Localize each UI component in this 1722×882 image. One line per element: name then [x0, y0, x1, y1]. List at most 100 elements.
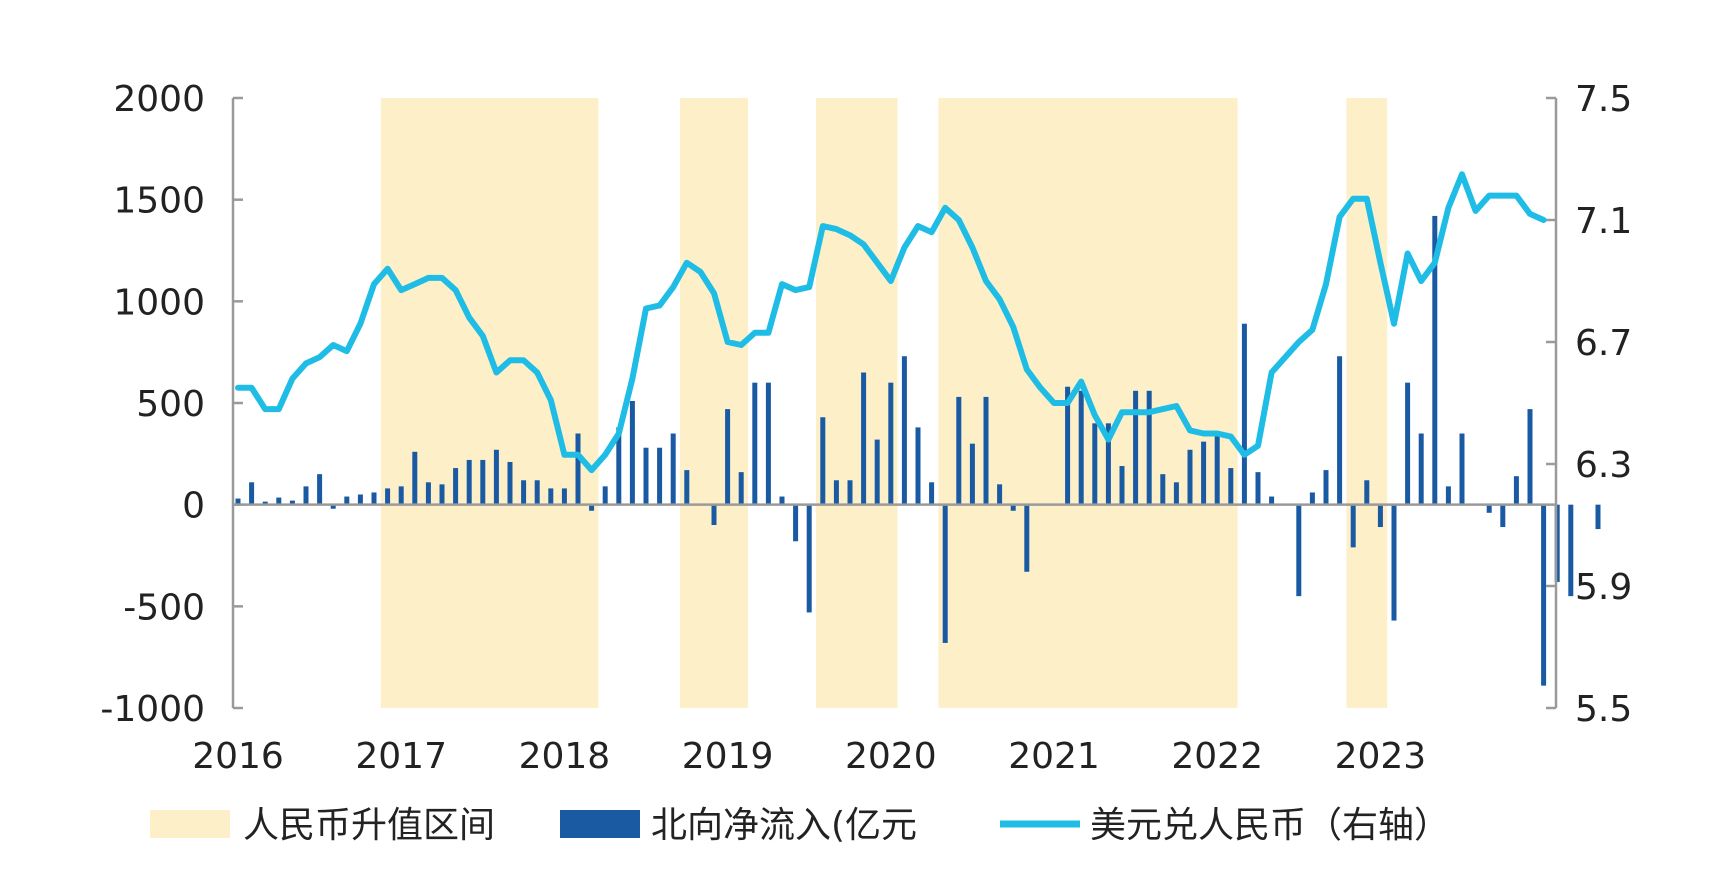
legend-band-label: 人民币升值区间 — [243, 805, 495, 846]
inflow-bar — [575, 433, 581, 505]
appreciation-band-1 — [680, 98, 748, 708]
right-tick-label: 6.3 — [1575, 445, 1632, 486]
inflow-bar — [629, 400, 635, 505]
inflow-bar — [1241, 323, 1247, 505]
inflow-bar — [1092, 423, 1098, 505]
usd-cny-line — [235, 171, 1547, 474]
inflow-bar — [752, 382, 758, 505]
inflow-bar — [289, 500, 295, 505]
x-tick-label: 2023 — [1335, 736, 1427, 777]
inflow-bar — [466, 459, 472, 505]
inflow-bar — [806, 504, 812, 613]
inflow-bar — [262, 501, 268, 505]
right-axis-ticks: 7.5 7.1 6.7 6.3 5.9 5.5 — [1546, 79, 1632, 730]
right-tick-label: 5.9 — [1575, 567, 1632, 608]
inflow-bar — [929, 482, 935, 505]
inflow-bar — [942, 504, 948, 643]
appreciation-band-2 — [816, 98, 898, 708]
legend-line-label: 美元兑人民币（右轴） — [1090, 805, 1450, 846]
legend-band-swatch — [150, 810, 230, 838]
right-tick-label: 7.5 — [1575, 79, 1632, 120]
inflow-bar — [1527, 409, 1533, 505]
right-tick-label: 6.7 — [1575, 323, 1632, 364]
inflow-bar — [249, 482, 255, 505]
inflow-bar — [425, 482, 431, 505]
inflow-bar — [1432, 215, 1438, 505]
inflow-bar — [1065, 386, 1071, 505]
inflow-bar — [711, 504, 717, 525]
left-tick-label: 0 — [182, 486, 205, 527]
left-tick-label: 1500 — [113, 181, 205, 222]
right-tick-label: 7.1 — [1575, 201, 1632, 242]
northbound-bars — [235, 215, 1601, 686]
inflow-bar — [1309, 492, 1315, 505]
inflow-bar — [412, 451, 418, 505]
inflow-bar — [1269, 496, 1275, 505]
inflow-bar — [847, 480, 853, 505]
inflow-bar — [521, 480, 527, 505]
x-tick-label: 2020 — [845, 736, 937, 777]
appreciation-band-4 — [1346, 98, 1388, 708]
inflow-bar — [1405, 382, 1411, 505]
x-tick-label: 2019 — [682, 736, 774, 777]
inflow-bar — [1173, 482, 1179, 505]
inflow-bar — [1255, 472, 1261, 505]
inflow-bar — [1187, 449, 1193, 505]
x-tick-label: 2016 — [192, 736, 284, 777]
inflow-bar — [1119, 466, 1125, 505]
inflow-bar — [561, 488, 567, 505]
inflow-bar — [793, 504, 799, 542]
inflow-bar — [779, 496, 785, 505]
inflow-bar — [657, 447, 663, 505]
inflow-bar — [765, 382, 771, 505]
inflow-bar — [1377, 504, 1383, 528]
inflow-bar — [1024, 504, 1030, 572]
inflow-bar — [684, 470, 690, 505]
inflow-bar — [1323, 470, 1329, 505]
inflow-bar — [1541, 504, 1547, 686]
appreciation-bands — [380, 98, 1388, 708]
inflow-bar — [1445, 486, 1451, 505]
inflow-bar — [1133, 390, 1139, 505]
x-axis-ticks: 2016 2017 2018 2019 2020 2021 2022 2023 — [192, 736, 1426, 777]
inflow-bar — [317, 474, 323, 505]
inflow-bar — [915, 427, 921, 505]
inflow-bar — [1350, 504, 1356, 548]
inflow-bar — [589, 504, 595, 511]
inflow-bar — [1078, 390, 1084, 505]
inflow-bar — [371, 492, 377, 505]
inflow-bar — [602, 486, 608, 505]
inflow-bar — [901, 356, 907, 505]
legend-bar-label: 北向净流入(亿元 — [651, 805, 917, 846]
inflow-bar — [1459, 433, 1465, 505]
inflow-bar — [385, 488, 391, 505]
inflow-bar — [1146, 390, 1152, 505]
inflow-bar — [1105, 423, 1111, 505]
left-axis-ticks: 2000 1500 1000 500 0 -500 -1000 — [100, 79, 243, 730]
left-tick-label: 500 — [136, 384, 205, 425]
inflow-bar — [725, 409, 731, 505]
left-tick-label: -1000 — [100, 689, 205, 730]
inflow-bar — [548, 488, 554, 505]
inflow-bar — [398, 486, 404, 505]
inflow-bar — [1391, 504, 1397, 621]
inflow-bar — [969, 443, 975, 505]
inflow-bar — [453, 468, 459, 505]
inflow-bar — [330, 504, 336, 509]
left-tick-label: 1000 — [113, 282, 205, 323]
inflow-bar — [1568, 504, 1574, 597]
inflow-bar — [1418, 433, 1424, 505]
inflow-bar — [1500, 504, 1506, 528]
inflow-bar — [861, 372, 867, 505]
x-tick-label: 2018 — [519, 736, 611, 777]
inflow-bar — [439, 484, 445, 505]
inflow-bar — [997, 484, 1003, 505]
inflow-bar — [833, 480, 839, 505]
inflow-bar — [357, 494, 363, 505]
inflow-bar — [1595, 504, 1601, 530]
inflow-bar — [1296, 504, 1302, 597]
x-tick-label: 2021 — [1008, 736, 1100, 777]
inflow-bar — [616, 427, 622, 505]
inflow-bar — [534, 480, 540, 505]
inflow-bar — [874, 439, 880, 505]
